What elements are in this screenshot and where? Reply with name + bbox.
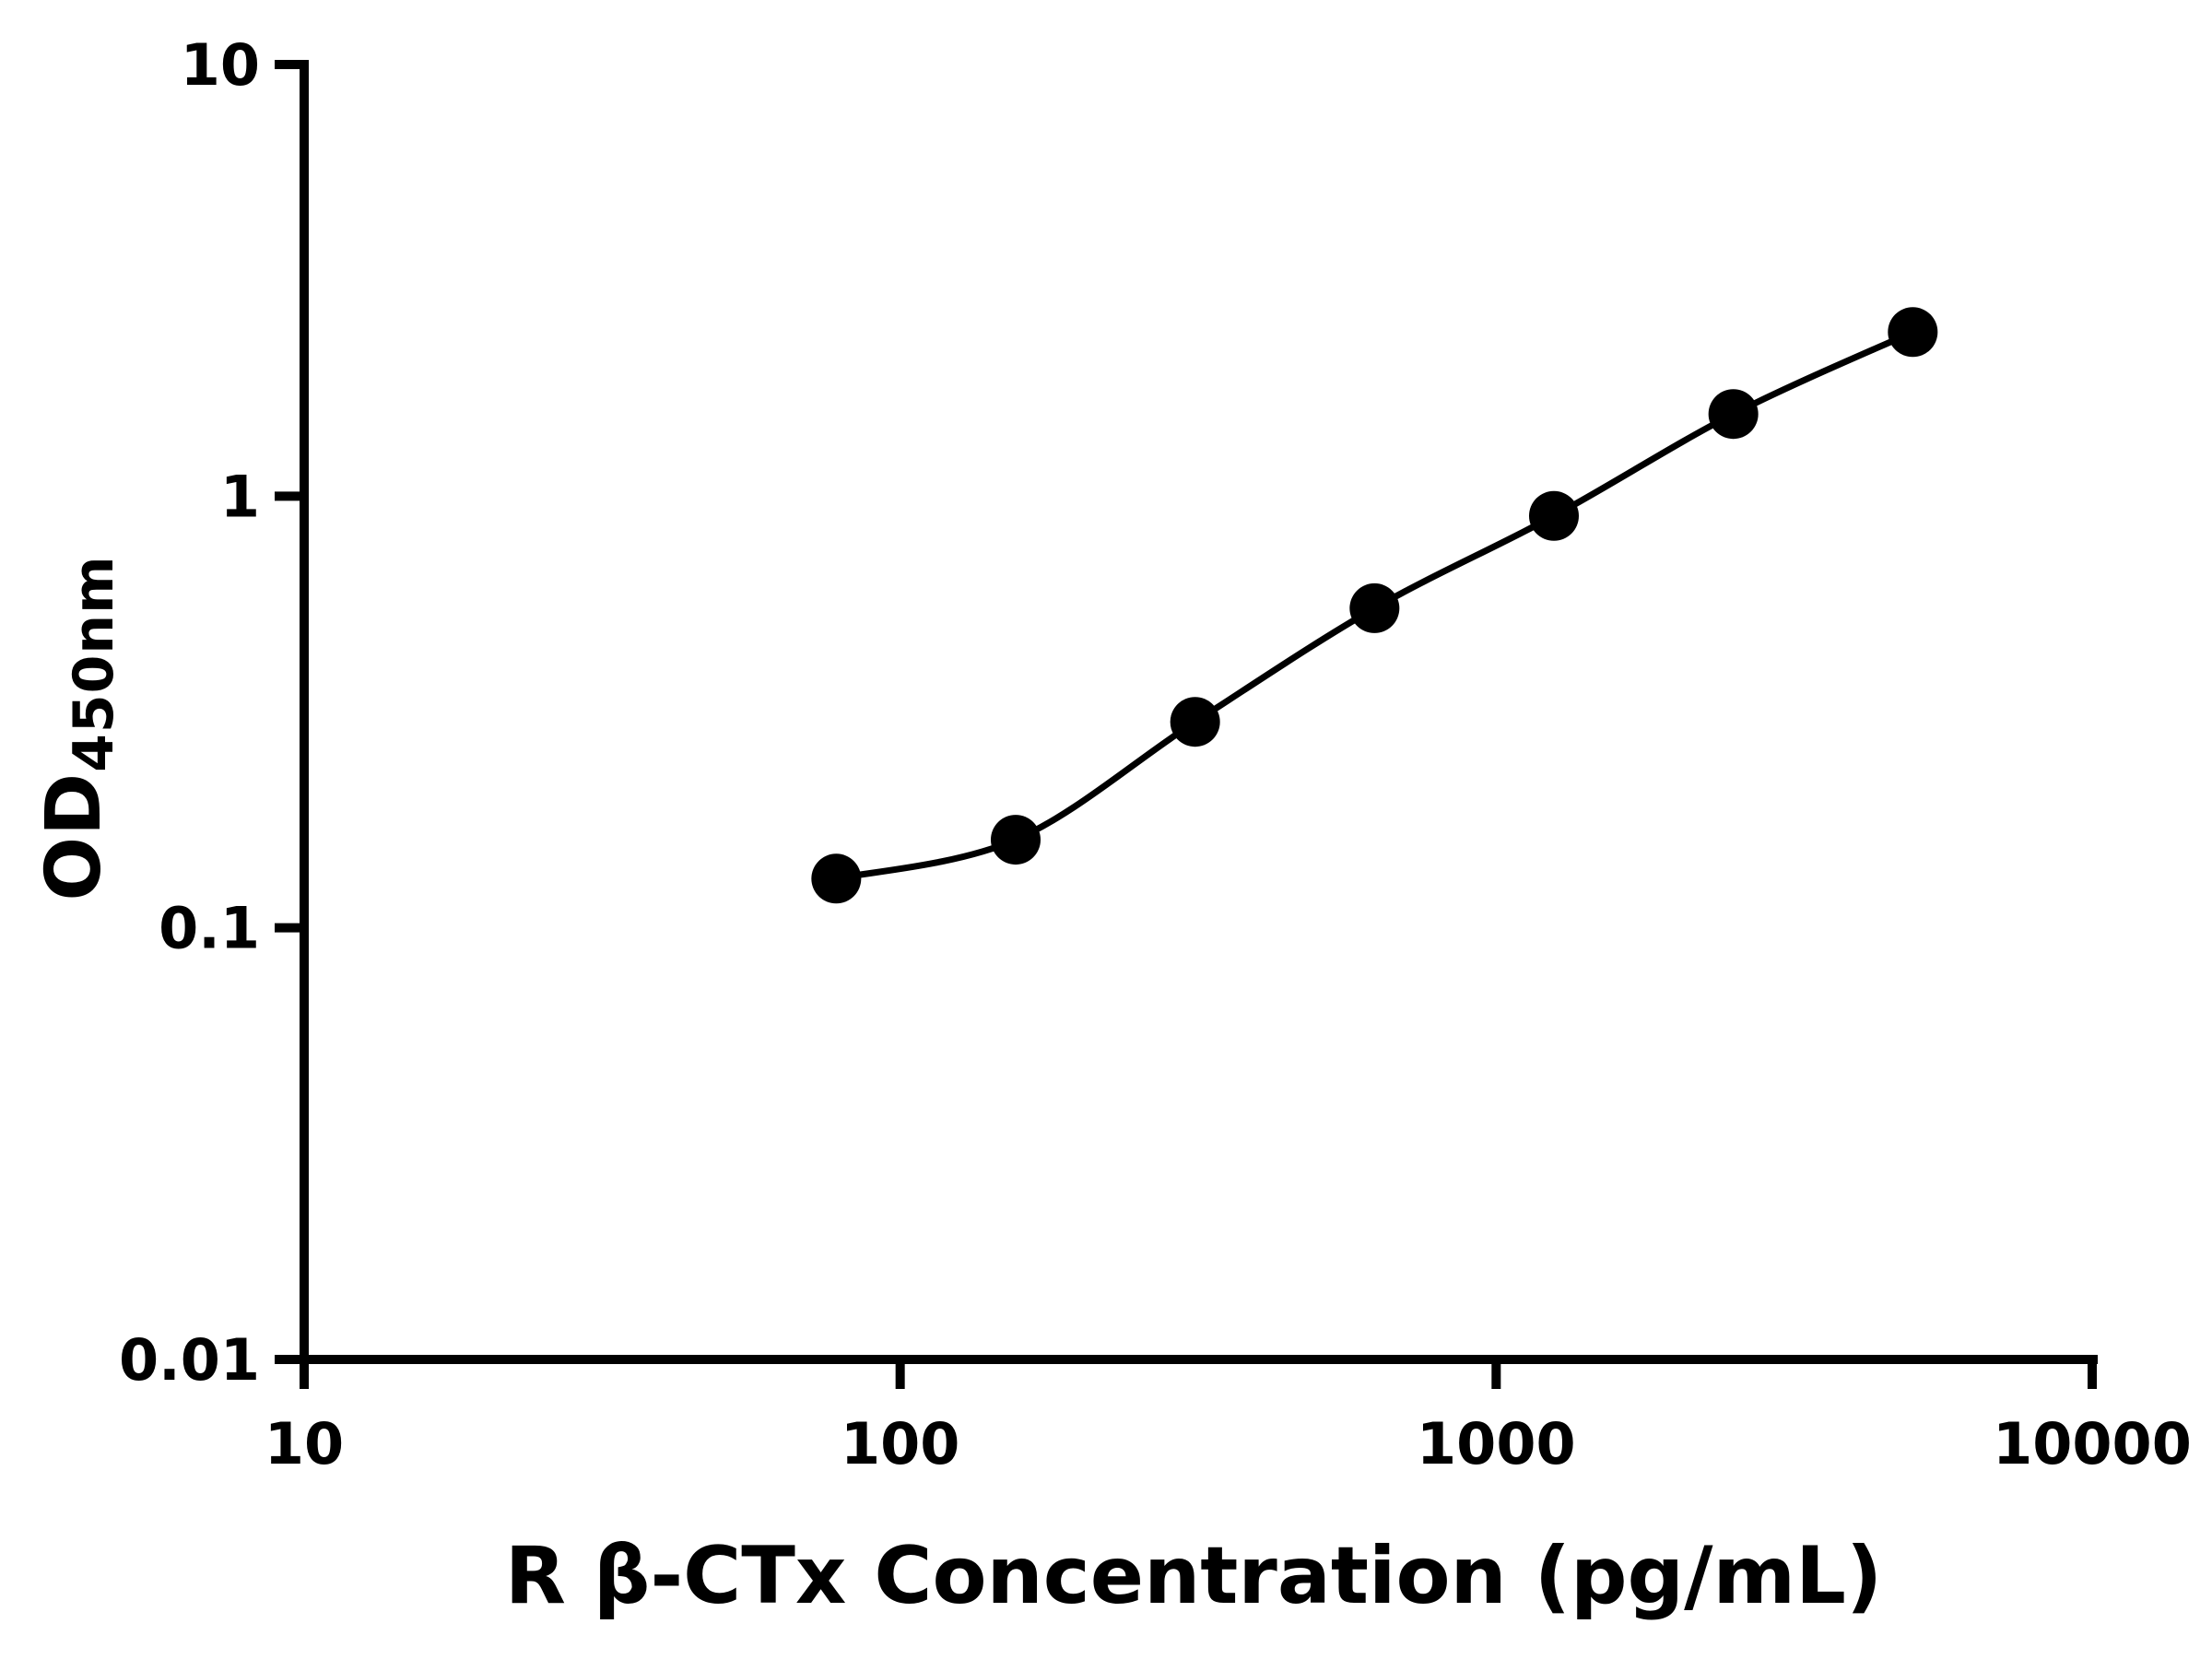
x-tick-label: 1000 (1417, 1410, 1576, 1477)
y-axis-title-main: OD (30, 771, 118, 901)
y-axis-title: OD450nm (30, 555, 126, 900)
x-tick-label: 10 (265, 1410, 344, 1477)
x-tick-label: 10000 (1993, 1410, 2192, 1477)
data-point (1529, 490, 1580, 541)
y-tick-label: 10 (181, 31, 260, 99)
y-axis-title-sub: 450nm (62, 555, 126, 772)
data-point (1888, 307, 1938, 358)
data-point (1170, 697, 1220, 747)
data-point (811, 853, 862, 904)
data-point (1349, 582, 1400, 633)
data-point (991, 815, 1041, 865)
x-axis-title: R β-CTx Concentration (pg/mL) (504, 1530, 1883, 1622)
data-point (1708, 389, 1759, 440)
x-tick-label: 100 (841, 1410, 959, 1477)
y-tick-label: 0.1 (159, 895, 260, 962)
y-tick-label: 1 (220, 463, 260, 530)
y-tick-label: 0.01 (119, 1326, 260, 1394)
